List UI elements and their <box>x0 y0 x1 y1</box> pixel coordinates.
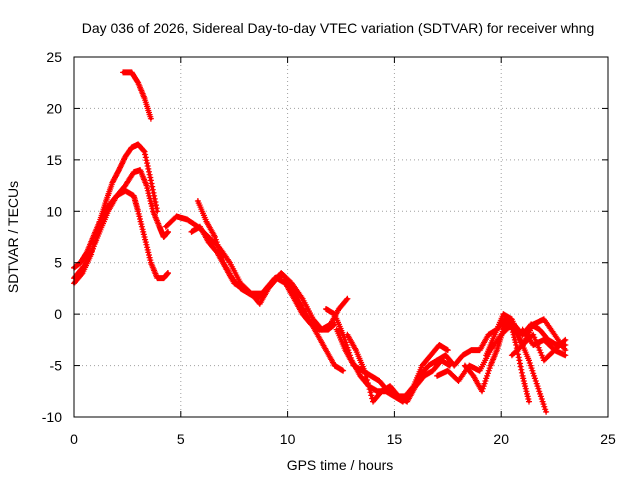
y-tick-label: 20 <box>46 100 62 116</box>
series-markers-arc-15 <box>508 316 569 359</box>
series-arc-8 <box>324 307 439 404</box>
y-tick-label: 0 <box>54 306 62 322</box>
series-markers-arc-14 <box>483 311 550 415</box>
x-tick-label: 0 <box>70 431 78 447</box>
series-markers-arc-1 <box>120 69 154 122</box>
series-markers-arc-12 <box>434 321 569 384</box>
x-tick-label: 25 <box>600 431 616 447</box>
plot-frame <box>73 56 609 418</box>
series-markers-arc-16 <box>519 326 569 359</box>
y-tick-label: -10 <box>42 409 62 425</box>
series-markers-arc-7 <box>188 223 338 333</box>
x-tick-label: 15 <box>387 431 403 447</box>
chart-title: Day 036 of 2026, Sidereal Day-to-day VTE… <box>82 20 595 36</box>
y-tick-label: 15 <box>46 152 62 168</box>
x-tick-label: 20 <box>493 431 509 447</box>
data-series <box>71 69 569 415</box>
axis-ticks: 0 5 10 15 20 25 25 20 15 10 5 0 -5 -10 <box>42 49 616 447</box>
x-tick-label: 10 <box>280 431 296 447</box>
series-markers-arc-10 <box>344 331 453 405</box>
x-axis-label: GPS time / hours <box>287 457 394 473</box>
y-tick-label: -5 <box>50 358 63 374</box>
y-tick-label: 5 <box>54 255 62 271</box>
y-tick-label: 10 <box>46 203 62 219</box>
y-tick-label: 25 <box>46 49 62 65</box>
grid-lines <box>74 57 608 417</box>
y-axis-label: SDTVAR / TECUs <box>5 181 21 293</box>
x-tick-label: 5 <box>177 431 185 447</box>
